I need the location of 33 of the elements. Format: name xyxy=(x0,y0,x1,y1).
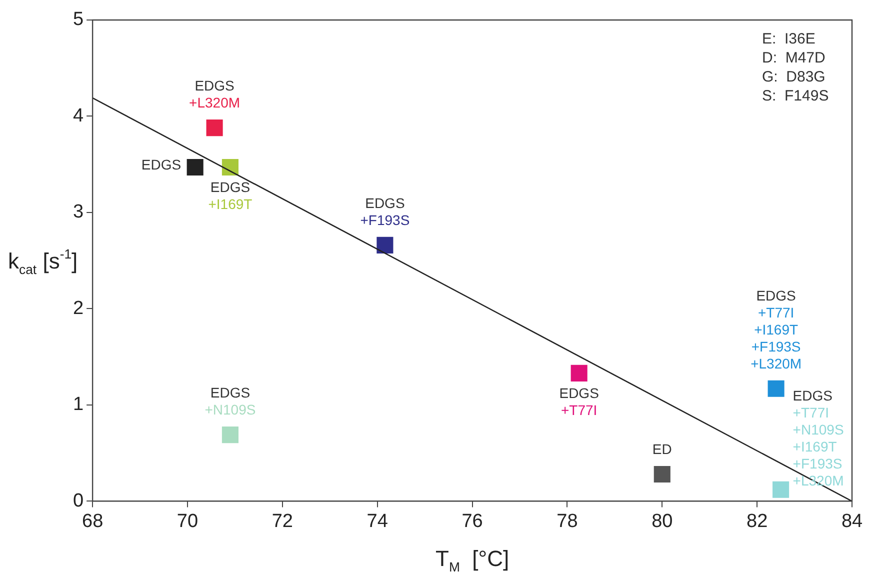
x-tick-label: 80 xyxy=(652,510,673,532)
point xyxy=(222,158,238,176)
x-tick-label: 72 xyxy=(272,510,293,532)
point xyxy=(570,364,588,382)
annotation: E: I36E D: M47D G: D83G S: F149S xyxy=(762,30,829,105)
annotation: EDGS +F193S xyxy=(360,195,410,228)
annotation: EDGS +L320M xyxy=(189,78,240,111)
annotation: EDGS +N109S xyxy=(204,384,256,418)
x-tick-label: 82 xyxy=(746,510,768,532)
point xyxy=(376,236,394,254)
y-tick-label: 5 xyxy=(72,9,84,30)
y-tick-label: 1 xyxy=(72,394,84,416)
point xyxy=(222,426,238,444)
point xyxy=(206,120,223,136)
y-tick-label: 4 xyxy=(72,105,84,126)
annotation: EDGS +I169T xyxy=(208,179,253,212)
point xyxy=(768,380,784,397)
y-tick-label: 2 xyxy=(72,298,84,319)
annotation: EDGS +T77I xyxy=(559,385,599,418)
x-tick-label: 78 xyxy=(556,510,578,532)
annotation: ED xyxy=(652,441,672,458)
point xyxy=(654,466,670,483)
annotation: EDGS +T77I +I169T +F193S +L320M xyxy=(750,287,802,372)
annotation: EDGS xyxy=(141,156,182,173)
y-tick-label: 3 xyxy=(72,202,84,223)
y-tick-label: 0 xyxy=(72,490,84,512)
point xyxy=(772,481,790,498)
x-tick-label: 84 xyxy=(841,510,863,532)
x-tick-label: 76 xyxy=(462,510,483,532)
x-tick-label: 74 xyxy=(366,510,388,532)
x-tick-label: 68 xyxy=(82,510,104,532)
point xyxy=(186,158,204,176)
x-tick-label: 70 xyxy=(176,510,198,532)
